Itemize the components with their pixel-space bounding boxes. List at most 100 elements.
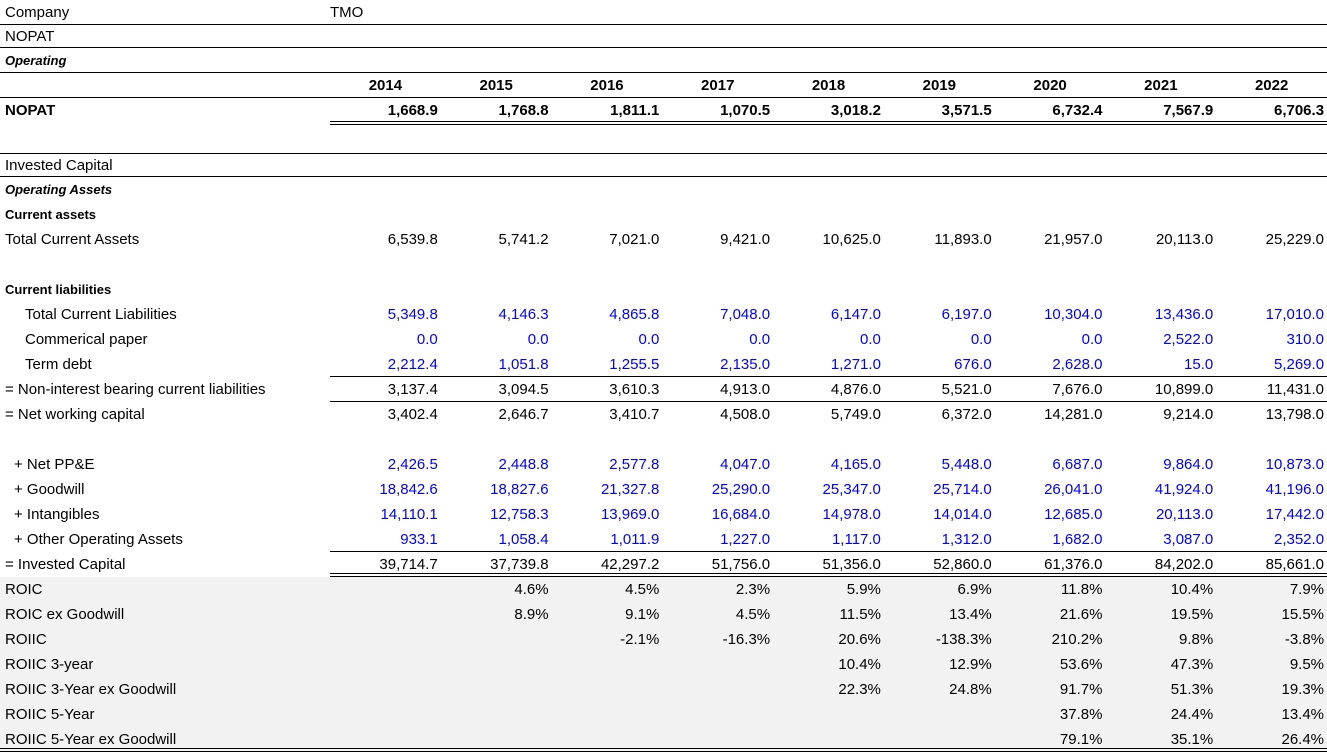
cell[interactable]: 5,448.0 xyxy=(941,456,992,473)
cell[interactable]: 15.5% xyxy=(1281,606,1325,623)
row-label[interactable]: Operating xyxy=(5,53,67,68)
cell[interactable]: 21.6% xyxy=(1059,606,1103,623)
cell[interactable] xyxy=(662,677,773,702)
year-header[interactable]: 2019 xyxy=(922,77,956,94)
cell[interactable]: 3,094.5 xyxy=(498,381,549,398)
cell[interactable]: 1,117.0 xyxy=(831,531,881,548)
cell[interactable]: -3.8% xyxy=(1284,631,1325,648)
cell[interactable]: 2,577.8 xyxy=(609,456,660,473)
row-label[interactable]: ROIIC 5-Year xyxy=(5,706,95,723)
cell[interactable]: 8.9% xyxy=(514,606,549,623)
cell[interactable]: 5,521.0 xyxy=(941,381,992,398)
cell[interactable]: 4,913.0 xyxy=(720,381,771,398)
cell[interactable]: 11.5% xyxy=(839,606,881,623)
cell[interactable]: 9,421.0 xyxy=(720,231,771,248)
cell[interactable] xyxy=(552,702,663,727)
year-header[interactable]: 2020 xyxy=(1033,77,1067,94)
cell[interactable]: 5,749.0 xyxy=(830,406,881,423)
cell[interactable]: 4,508.0 xyxy=(720,406,771,423)
row-label[interactable]: ROIIC 5-Year ex Goodwill xyxy=(5,731,177,748)
cell[interactable]: 79.1% xyxy=(1059,731,1103,748)
cell[interactable]: 9.1% xyxy=(625,606,660,623)
cell[interactable]: 22.3% xyxy=(838,681,881,698)
cell[interactable]: 4,865.8 xyxy=(609,306,660,323)
cell[interactable] xyxy=(884,702,995,727)
cell[interactable]: 51,756.0 xyxy=(711,556,771,573)
cell[interactable]: 1,070.5 xyxy=(720,102,771,119)
row-label[interactable]: + Intangibles xyxy=(14,506,100,523)
cell[interactable] xyxy=(884,727,995,748)
cell[interactable] xyxy=(441,627,552,652)
row-label[interactable]: = Invested Capital xyxy=(5,556,126,573)
row-label[interactable]: + Goodwill xyxy=(14,481,85,498)
cell[interactable]: 42,297.2 xyxy=(600,556,660,573)
cell[interactable]: 14,281.0 xyxy=(1044,406,1103,423)
cell[interactable]: 1,312.0 xyxy=(941,531,992,548)
cell[interactable]: -138.3% xyxy=(935,631,992,648)
cell[interactable]: 3,087.0 xyxy=(1163,531,1214,548)
cell[interactable]: 1,058.4 xyxy=(498,531,549,548)
cell[interactable]: 17,010.0 xyxy=(1265,306,1325,323)
cell[interactable]: 7,676.0 xyxy=(1052,381,1103,398)
cell[interactable]: 24.4% xyxy=(1170,706,1214,723)
cell[interactable]: 7,567.9 xyxy=(1163,102,1214,119)
cell[interactable]: 35.1% xyxy=(1170,731,1214,748)
cell[interactable]: 10,304.0 xyxy=(1044,306,1103,323)
cell[interactable]: 6.9% xyxy=(957,581,992,598)
cell[interactable]: 21,327.8 xyxy=(600,481,660,498)
cell[interactable]: 4,876.0 xyxy=(830,381,881,398)
cell[interactable]: 19.5% xyxy=(1170,606,1214,623)
cell[interactable]: 9,214.0 xyxy=(1163,406,1214,423)
cell[interactable]: 5,269.0 xyxy=(1273,356,1325,373)
year-header[interactable]: 2016 xyxy=(590,77,624,94)
cell[interactable]: 0.0 xyxy=(527,331,549,348)
cell[interactable]: 2,352.0 xyxy=(1273,531,1325,548)
cell[interactable]: 47.3% xyxy=(1170,656,1214,673)
cell[interactable]: 6,706.3 xyxy=(1273,102,1325,119)
cell[interactable]: 1,271.0 xyxy=(830,356,881,373)
cell[interactable] xyxy=(441,727,552,748)
cell[interactable]: 37,739.8 xyxy=(490,556,549,573)
cell[interactable]: 25,290.0 xyxy=(711,481,771,498)
row-label[interactable]: ROIC xyxy=(5,581,43,598)
cell[interactable]: -16.3% xyxy=(722,631,771,648)
cell[interactable]: 2.3% xyxy=(735,581,771,598)
row-label[interactable]: NOPAT xyxy=(5,102,56,119)
row-label[interactable]: Operating Assets xyxy=(5,182,113,197)
cell[interactable]: 0.0 xyxy=(1081,331,1103,348)
cell[interactable]: 52,860.0 xyxy=(933,556,992,573)
cell[interactable]: 1,682.0 xyxy=(1052,531,1103,548)
cell[interactable]: 14,110.1 xyxy=(380,506,438,523)
cell[interactable]: 84,202.0 xyxy=(1154,556,1214,573)
row-label[interactable]: NOPAT xyxy=(5,28,55,45)
cell[interactable]: 4.5% xyxy=(735,606,771,623)
cell[interactable]: 41,924.0 xyxy=(1154,481,1214,498)
row-label[interactable]: + Other Operating Assets xyxy=(14,531,183,548)
row-label[interactable]: Current liabilities xyxy=(5,282,112,297)
cell[interactable] xyxy=(552,652,663,677)
cell[interactable] xyxy=(330,602,441,627)
row-label[interactable]: Total Current Liabilities xyxy=(25,306,177,323)
row-label[interactable]: Commerical paper xyxy=(25,331,148,348)
cell[interactable] xyxy=(330,627,441,652)
cell[interactable]: 2,646.7 xyxy=(498,406,549,423)
cell[interactable]: 4.6% xyxy=(514,581,549,598)
cell[interactable] xyxy=(773,702,884,727)
cell[interactable] xyxy=(662,702,773,727)
cell[interactable]: 3,018.2 xyxy=(830,102,881,119)
cell[interactable]: 6,687.0 xyxy=(1052,456,1103,473)
cell[interactable]: 41,196.0 xyxy=(1265,481,1325,498)
cell[interactable]: 2,522.0 xyxy=(1163,331,1214,348)
cell[interactable]: 7,048.0 xyxy=(720,306,771,323)
cell[interactable]: 10,625.0 xyxy=(822,231,881,248)
cell[interactable]: 18,842.6 xyxy=(379,481,438,498)
cell[interactable] xyxy=(441,702,552,727)
cell[interactable]: 6,732.4 xyxy=(1052,102,1103,119)
cell[interactable]: 12,685.0 xyxy=(1044,506,1103,523)
cell[interactable]: 210.2% xyxy=(1051,631,1103,648)
cell[interactable]: 1,255.5 xyxy=(609,356,660,373)
cell[interactable]: 20.6% xyxy=(838,631,881,648)
year-header[interactable]: 2014 xyxy=(368,77,403,94)
cell[interactable] xyxy=(552,727,663,748)
cell[interactable]: 933.1 xyxy=(400,531,438,548)
